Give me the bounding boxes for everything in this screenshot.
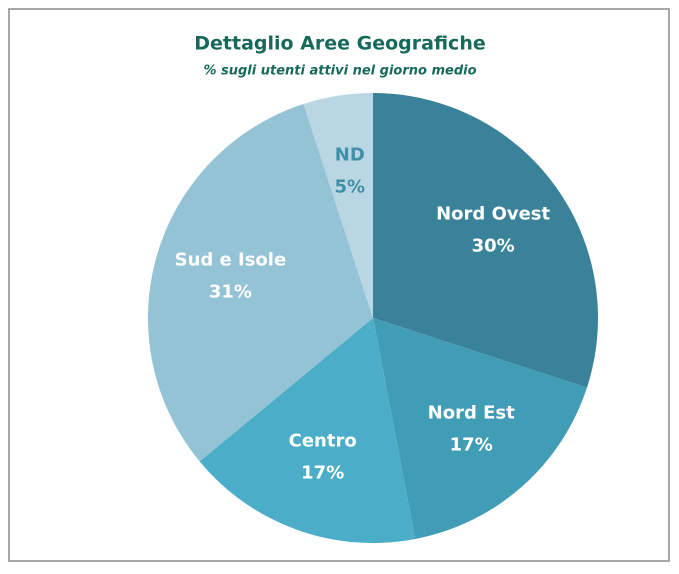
slice-label: Centro bbox=[289, 431, 357, 452]
slice-value-label: 17% bbox=[450, 434, 493, 455]
slice-value-label: 30% bbox=[472, 236, 515, 257]
pie-slice bbox=[147, 104, 373, 462]
slice-label: ND bbox=[335, 144, 365, 165]
slice-value-label: 31% bbox=[209, 282, 252, 303]
slice-value-label: 5% bbox=[334, 176, 365, 197]
pie-slice bbox=[199, 318, 416, 543]
pie-slice bbox=[373, 318, 587, 540]
slice-label: Nord Ovest bbox=[436, 204, 550, 225]
pie-slice bbox=[303, 93, 373, 318]
chart-subtitle: % sugli utenti attivi nel giorno medio bbox=[203, 64, 476, 79]
slice-value-label: 17% bbox=[301, 463, 344, 484]
pie-slice bbox=[373, 93, 599, 388]
slice-label: Sud e Isole bbox=[175, 250, 287, 271]
chart-title: Dettaglio Aree Geografiche bbox=[194, 33, 486, 55]
slice-label: Nord Est bbox=[428, 402, 515, 423]
